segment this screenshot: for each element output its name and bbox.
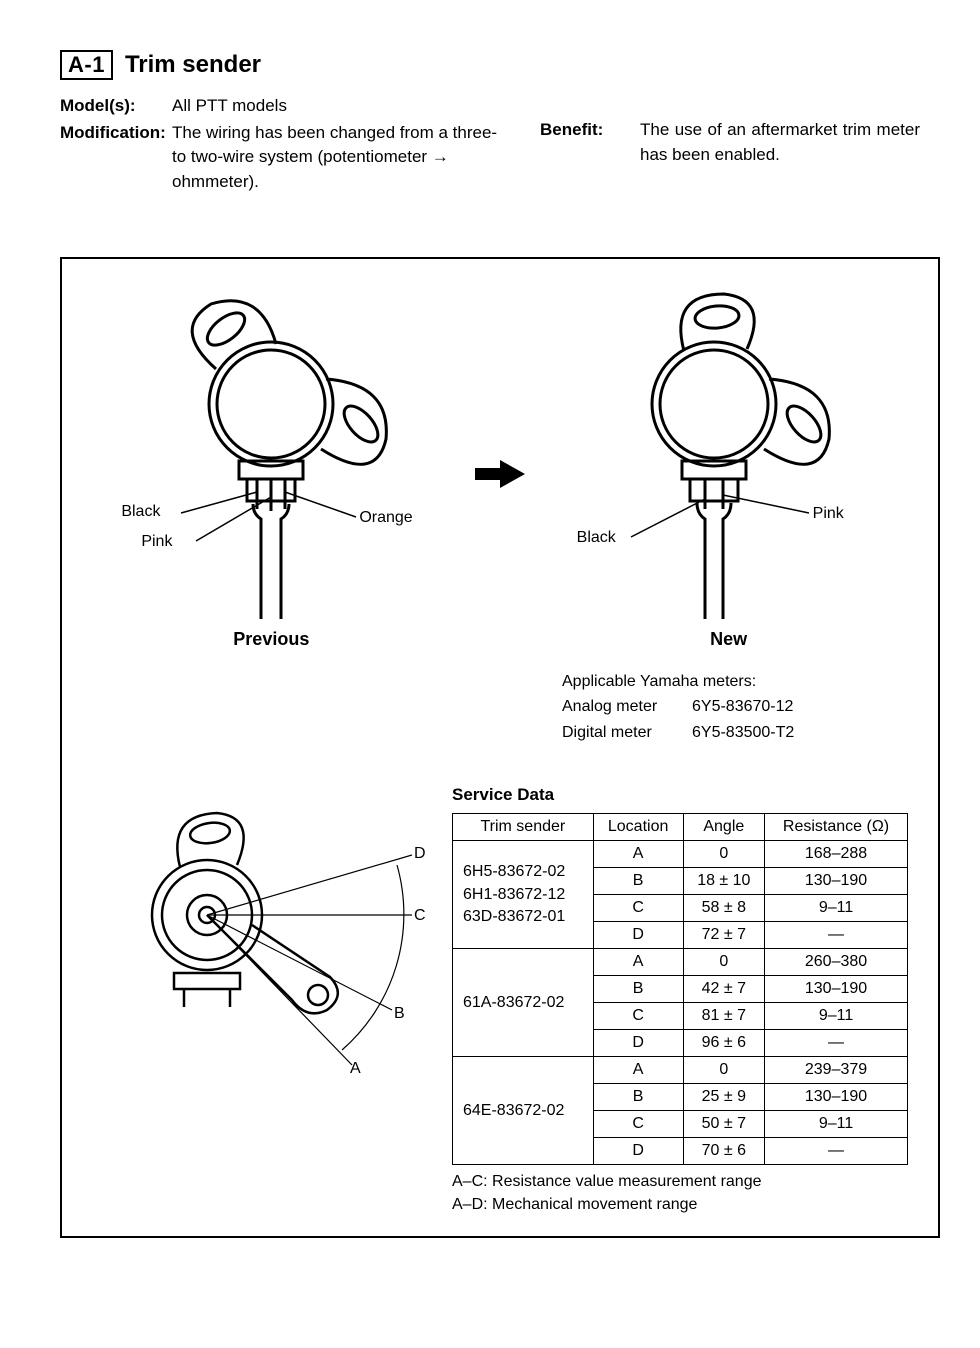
cell-loc: D xyxy=(593,1030,683,1057)
th-angle: Angle xyxy=(683,814,764,841)
table-row: 6H5-83672-026H1-83672-1263D-83672-01A016… xyxy=(453,841,908,868)
cell-angle: 18 ± 10 xyxy=(683,868,764,895)
cell-angle: 0 xyxy=(683,1057,764,1084)
previous-diagram: Black Pink Orange Previous xyxy=(101,289,441,659)
cell-loc: C xyxy=(593,895,683,922)
cell-angle: 0 xyxy=(683,841,764,868)
cell-angle: 96 ± 6 xyxy=(683,1030,764,1057)
wire-label-black: Black xyxy=(121,503,160,521)
cell-angle: 58 ± 8 xyxy=(683,895,764,922)
wire-label-orange: Orange xyxy=(359,509,412,527)
cell-res: 239–379 xyxy=(765,1057,908,1084)
cell-loc: A xyxy=(593,1057,683,1084)
meters-block: Applicable Yamaha meters: Analog meter 6… xyxy=(562,669,908,746)
sender-cell: 64E-83672-02 xyxy=(453,1057,594,1165)
cell-res: 9–11 xyxy=(765,895,908,922)
cell-angle: 0 xyxy=(683,949,764,976)
angle-label-c: C xyxy=(414,907,426,925)
meter-part: 6Y5-83670-12 xyxy=(692,694,793,720)
modification-label: Modification: xyxy=(60,121,172,195)
cell-res: 260–380 xyxy=(765,949,908,976)
table-row: 64E-83672-02A0239–379 xyxy=(453,1057,908,1084)
angle-label-d: D xyxy=(414,845,426,863)
cell-angle: 42 ± 7 xyxy=(683,976,764,1003)
cell-angle: 50 ± 7 xyxy=(683,1111,764,1138)
cell-loc: A xyxy=(593,949,683,976)
cell-loc: C xyxy=(593,1003,683,1030)
th-resistance: Resistance (Ω) xyxy=(765,814,908,841)
new-caption: New xyxy=(559,629,899,650)
th-sender: Trim sender xyxy=(453,814,594,841)
section-badge: A-1 xyxy=(60,50,113,80)
meter-row: Digital meter 6Y5-83500-T2 xyxy=(562,720,908,746)
cell-loc: B xyxy=(593,868,683,895)
sender-cell: 6H5-83672-026H1-83672-1263D-83672-01 xyxy=(453,841,594,949)
cell-res: — xyxy=(765,1030,908,1057)
wire-label-black-new: Black xyxy=(577,529,616,547)
new-diagram: Black Pink New xyxy=(559,289,899,659)
cell-loc: A xyxy=(593,841,683,868)
footnote-ac: A–C: Resistance value measurement range xyxy=(452,1171,908,1193)
modification-value: The wiring has been changed from a three… xyxy=(172,121,500,195)
angle-diagram-icon xyxy=(92,785,432,1085)
cell-loc: B xyxy=(593,976,683,1003)
meter-part: 6Y5-83500-T2 xyxy=(692,720,794,746)
cell-angle: 72 ± 7 xyxy=(683,922,764,949)
meter-row: Analog meter 6Y5-83670-12 xyxy=(562,694,908,720)
sender-cell: 61A-83672-02 xyxy=(453,949,594,1057)
figure-frame: Black Pink Orange Previous xyxy=(60,257,940,1239)
info-block: Model(s): All PTT models Modification: T… xyxy=(60,94,940,197)
cell-loc: C xyxy=(593,1111,683,1138)
meters-heading: Applicable Yamaha meters: xyxy=(562,669,908,695)
cell-res: 130–190 xyxy=(765,976,908,1003)
benefit-label: Benefit: xyxy=(540,118,640,167)
cell-loc: D xyxy=(593,922,683,949)
cell-loc: B xyxy=(593,1084,683,1111)
angle-label-a: A xyxy=(350,1060,361,1078)
models-value: All PTT models xyxy=(172,94,500,119)
trim-sender-previous-icon xyxy=(101,289,441,629)
cell-res: 168–288 xyxy=(765,841,908,868)
angle-diagram: A B C D xyxy=(92,785,432,1085)
cell-res: 130–190 xyxy=(765,868,908,895)
cell-res: 130–190 xyxy=(765,1084,908,1111)
wire-label-pink: Pink xyxy=(141,533,172,551)
table-row: 61A-83672-02A0260–380 xyxy=(453,949,908,976)
section-header: A-1 Trim sender xyxy=(60,50,940,80)
section-title: Trim sender xyxy=(125,51,261,79)
cell-loc: D xyxy=(593,1138,683,1165)
angle-label-b: B xyxy=(394,1005,405,1023)
service-data-title: Service Data xyxy=(452,785,908,805)
previous-caption: Previous xyxy=(101,629,441,650)
trim-sender-new-icon xyxy=(559,289,899,629)
cell-angle: 25 ± 9 xyxy=(683,1084,764,1111)
wire-label-pink-new: Pink xyxy=(813,505,844,523)
cell-angle: 81 ± 7 xyxy=(683,1003,764,1030)
meter-label: Digital meter xyxy=(562,720,692,746)
service-data-block: Service Data Trim sender Location Angle … xyxy=(452,785,908,1216)
models-label: Model(s): xyxy=(60,94,172,119)
cell-res: 9–11 xyxy=(765,1111,908,1138)
meter-label: Analog meter xyxy=(562,694,692,720)
benefit-value: The use of an aftermarket trim meter has… xyxy=(640,118,920,167)
cell-angle: 70 ± 6 xyxy=(683,1138,764,1165)
cell-res: — xyxy=(765,1138,908,1165)
arrow-icon xyxy=(470,454,530,494)
service-data-table: Trim sender Location Angle Resistance (Ω… xyxy=(452,813,908,1165)
cell-res: — xyxy=(765,922,908,949)
th-location: Location xyxy=(593,814,683,841)
footnote-ad: A–D: Mechanical movement range xyxy=(452,1194,908,1216)
cell-res: 9–11 xyxy=(765,1003,908,1030)
